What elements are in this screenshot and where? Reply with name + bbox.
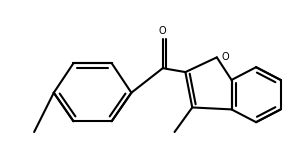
Text: O: O [222, 52, 229, 62]
Text: O: O [159, 26, 167, 36]
